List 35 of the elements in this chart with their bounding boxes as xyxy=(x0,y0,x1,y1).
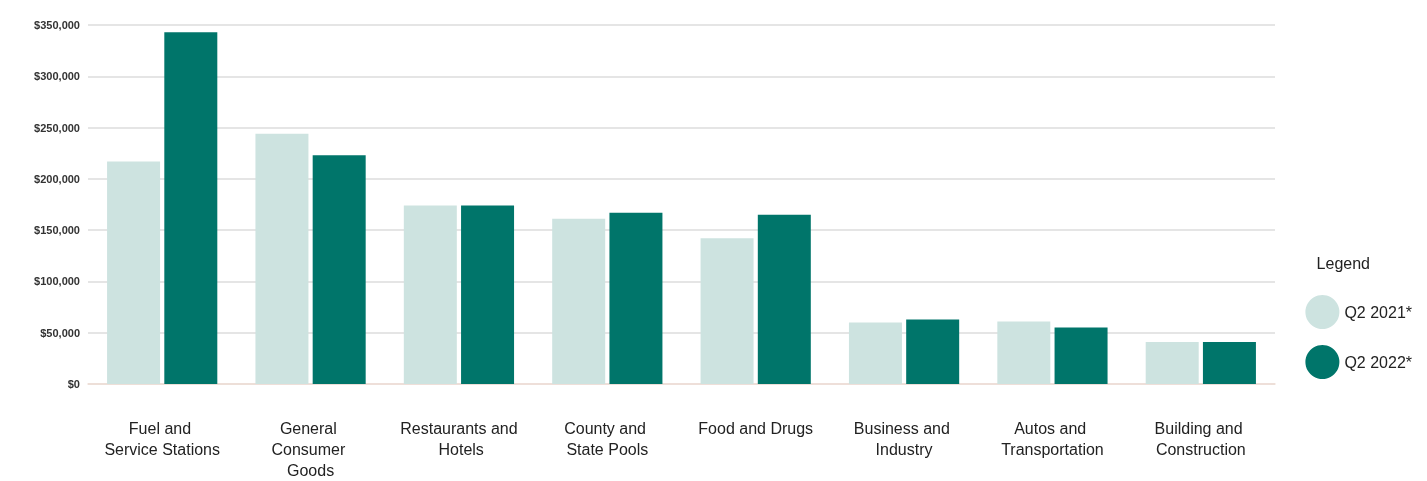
y-tick-label: $300,000 xyxy=(34,70,80,83)
bar xyxy=(552,218,606,384)
x-tick-label: County and State Pools xyxy=(564,420,651,458)
x-tick-label: Building and Construction xyxy=(1154,420,1248,458)
y-tick-label: $350,000 xyxy=(34,19,80,31)
x-tick-label: Fuel and Service Stations xyxy=(104,420,220,458)
x-tick-label: Business and Industry xyxy=(853,420,955,458)
bar xyxy=(1145,341,1199,384)
bar xyxy=(312,155,366,384)
bar xyxy=(1054,327,1108,384)
bar xyxy=(997,321,1051,384)
x-tick-label: General Consumer Goods xyxy=(271,420,350,479)
bar xyxy=(906,319,960,384)
y-tick-label: $200,000 xyxy=(34,172,80,185)
bar xyxy=(403,205,457,384)
bar xyxy=(107,161,161,384)
bar xyxy=(1202,341,1256,384)
x-tick-label: Autos and Transportation xyxy=(1001,420,1104,458)
legend-title: Legend xyxy=(1316,254,1370,272)
bar xyxy=(848,322,902,384)
legend-label: Q2 2021* xyxy=(1344,303,1412,321)
y-tick-label: $100,000 xyxy=(34,275,80,288)
legend-label: Q2 2022* xyxy=(1344,353,1412,371)
y-tick-label: $0 xyxy=(67,378,80,390)
bar xyxy=(700,238,754,384)
y-tick-label: $250,000 xyxy=(34,121,80,134)
bar xyxy=(255,133,309,384)
y-tick-label: $50,000 xyxy=(40,326,80,339)
x-tick-label: Food and Drugs xyxy=(698,420,814,437)
bar xyxy=(461,205,515,384)
bar xyxy=(757,214,811,384)
y-tick-label: $150,000 xyxy=(34,224,80,237)
x-tick-label: Restaurants and Hotels xyxy=(400,420,518,458)
bar xyxy=(609,212,663,384)
bar xyxy=(164,32,218,384)
